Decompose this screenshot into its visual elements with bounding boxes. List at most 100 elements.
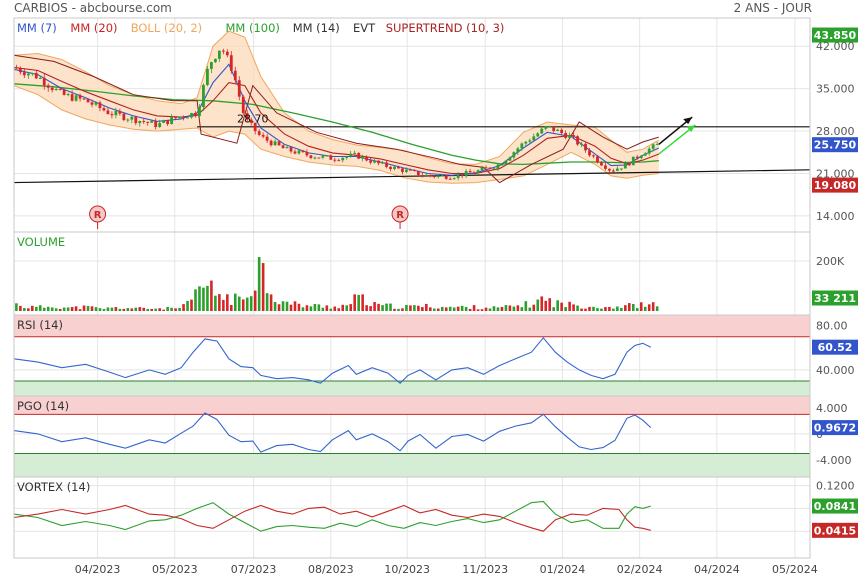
candle-body	[162, 120, 166, 123]
rsi-ytick-label: 80.00	[816, 320, 848, 333]
volume-bar	[429, 307, 432, 311]
period-label[interactable]: 2 ANS - JOUR	[733, 1, 812, 15]
pgo-ytick-label: -4.000	[816, 454, 851, 467]
candle-body	[213, 58, 217, 63]
candle-body	[289, 147, 293, 152]
candle-body	[623, 162, 627, 169]
candle-body	[500, 164, 504, 166]
volume-bar	[253, 290, 257, 311]
candle-body	[492, 168, 496, 170]
volume-legend: VOLUME	[17, 235, 65, 249]
vortex-legend: VORTEX (14)	[17, 480, 90, 494]
volume-ytick-label: 200K	[816, 255, 845, 268]
candle-body	[416, 170, 420, 176]
volume-bar	[385, 303, 388, 311]
candle-body	[524, 141, 528, 144]
volume-bar	[452, 307, 456, 311]
volume-bar	[297, 303, 301, 311]
candle-body	[424, 174, 428, 176]
volume-bar	[261, 263, 265, 311]
candle-body	[150, 120, 154, 123]
volume-bar	[405, 304, 408, 311]
candle-body	[508, 157, 512, 161]
volume-bar	[198, 286, 201, 311]
volume-bar	[86, 306, 90, 311]
chart-title: CARBIOS - abcbourse.com	[14, 1, 172, 15]
candle-body	[273, 141, 277, 146]
legend-item-5: EVT	[353, 21, 376, 35]
candle-body	[544, 126, 548, 129]
volume-bar	[580, 308, 583, 311]
volume-bar	[456, 306, 460, 311]
candle-body	[102, 108, 106, 111]
volume-bar	[624, 305, 627, 311]
candle-body	[194, 113, 197, 117]
supertrend-line	[13, 54, 659, 184]
candle-body	[584, 143, 587, 151]
candle-body	[588, 150, 591, 156]
volume-bar	[23, 308, 26, 311]
candle-body	[464, 171, 468, 177]
candle-body	[34, 72, 38, 79]
volume-bar	[186, 300, 189, 311]
candle-body	[552, 126, 556, 132]
rsi-ytick-label: 40.000	[816, 364, 855, 377]
candle-body	[82, 98, 86, 100]
candle-body	[38, 77, 42, 79]
volume-bar	[460, 305, 464, 311]
volume-bar	[393, 308, 396, 311]
candle-body	[253, 122, 257, 132]
volume-bar	[265, 293, 269, 311]
candle-body	[592, 155, 595, 157]
candle-body	[639, 155, 643, 159]
volume-bar	[484, 307, 488, 311]
resistance-value-label: 28.70	[237, 113, 269, 126]
candle-body	[397, 166, 400, 169]
volume-bar	[548, 298, 552, 311]
price-badge-1: 25.750	[814, 139, 857, 152]
rsi-legend: RSI (14)	[17, 318, 63, 332]
volume-bar	[142, 307, 146, 311]
projection-arrowhead-green	[686, 125, 696, 132]
candle-body	[114, 111, 118, 116]
candle-body	[46, 85, 50, 88]
candle-body	[476, 170, 480, 173]
candle-body	[572, 135, 575, 137]
volume-bar	[409, 305, 412, 311]
candle-body	[560, 129, 564, 134]
candle-body	[357, 152, 361, 159]
volume-bar	[488, 308, 492, 311]
candle-body	[305, 151, 309, 156]
candle-body	[317, 157, 321, 159]
r-marker-label: R	[94, 210, 102, 221]
volume-bar	[70, 307, 74, 311]
volume-bar	[38, 305, 42, 311]
rsi-badge-bg	[812, 339, 858, 355]
candle-body	[580, 143, 583, 145]
volume-bar	[42, 307, 46, 311]
volume-bar	[309, 306, 313, 311]
volume-bar	[508, 305, 512, 311]
candle-body	[329, 155, 333, 160]
volume-bar	[353, 294, 356, 311]
volume-bar	[218, 294, 221, 311]
volume-bar	[222, 299, 225, 311]
candle-body	[412, 170, 416, 172]
volume-bar	[94, 307, 98, 311]
volume-bar	[174, 308, 177, 311]
volume-bar	[556, 300, 559, 311]
candle-body	[432, 176, 436, 178]
volume-bar	[19, 305, 22, 311]
xtick-label: 05/2024	[772, 563, 818, 576]
candle-body	[512, 152, 516, 158]
candle-body	[349, 153, 353, 157]
candle-body	[520, 143, 524, 149]
candle-body	[428, 174, 432, 177]
volume-bar	[226, 294, 229, 311]
candle-body	[389, 166, 392, 170]
volume-bar	[512, 306, 516, 311]
volume-bar	[15, 303, 18, 311]
volume-bar	[436, 308, 440, 311]
volume-bar	[285, 301, 289, 311]
volume-bar	[273, 301, 277, 311]
